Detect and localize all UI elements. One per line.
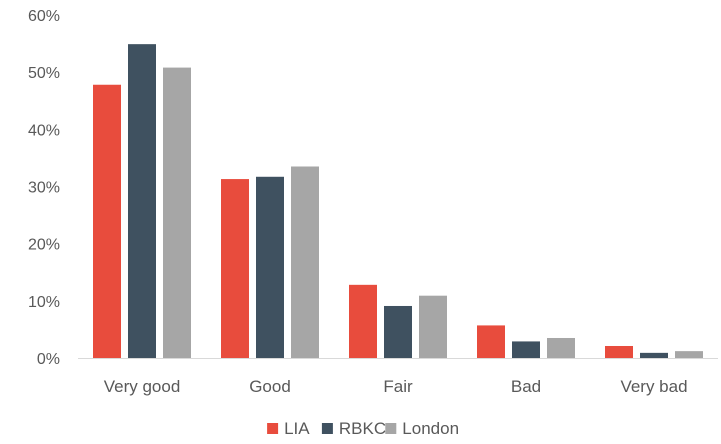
legend-swatch	[267, 423, 279, 434]
legend-swatch	[385, 423, 397, 434]
bar-london-bad	[547, 337, 575, 358]
bars	[93, 44, 703, 359]
y-tick-label: 60%	[28, 8, 60, 25]
bar-london-very-good	[163, 67, 191, 359]
y-tick-label: 10%	[28, 294, 60, 311]
y-tick-label: 40%	[28, 122, 60, 139]
y-tick-label: 0%	[37, 351, 60, 368]
legend-item-rbkc: RBKC	[321, 419, 386, 438]
bar-lia-bad	[477, 325, 505, 358]
bar-rbkc-good	[256, 176, 284, 358]
bar-lia-very-good	[93, 84, 121, 358]
bar-london-very-bad	[675, 351, 703, 358]
category-label: Bad	[511, 377, 541, 396]
y-tick-label: 30%	[28, 180, 60, 197]
legend-item-london: London	[385, 419, 459, 438]
legend-label: London	[402, 419, 459, 438]
bar-rbkc-very-good	[128, 44, 156, 358]
legend-swatch	[321, 423, 333, 434]
y-tick-label: 50%	[28, 65, 60, 82]
legend-label: RBKC	[339, 419, 386, 438]
y-tick-label: 20%	[28, 237, 60, 254]
bar-london-fair	[419, 295, 447, 358]
bar-lia-very-bad	[605, 345, 633, 358]
bar-lia-good	[221, 179, 249, 358]
category-label: Good	[249, 377, 291, 396]
bar-rbkc-bad	[512, 341, 540, 358]
category-label: Very good	[104, 377, 181, 396]
bar-rbkc-fair	[384, 305, 412, 358]
bar-lia-fair	[349, 284, 377, 358]
legend-item-lia: LIA	[267, 419, 310, 438]
category-label: Fair	[383, 377, 413, 396]
bar-london-good	[291, 166, 319, 358]
y-axis-ticks: 0% 10% 20% 30% 40% 50% 60%	[28, 8, 60, 368]
category-labels: Very good Good Fair Bad Very bad	[104, 377, 688, 396]
category-label: Very bad	[620, 377, 687, 396]
bar-rbkc-very-bad	[640, 352, 668, 358]
legend-label: LIA	[284, 419, 310, 438]
legend: LIA RBKC London	[267, 419, 459, 438]
